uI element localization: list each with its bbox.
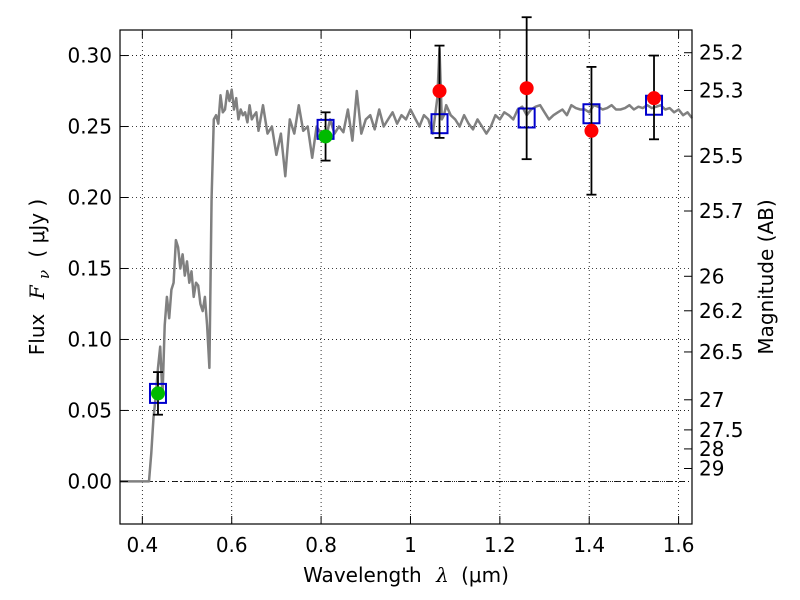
plot-background <box>120 30 692 524</box>
y2-tick-label: 28 <box>699 437 724 461</box>
plot-frame <box>119 29 693 525</box>
photometry-point <box>647 91 662 106</box>
data-layer <box>120 16 693 483</box>
ticks: 0.4 0.6 0.8 1 1.2 1.4 1.6 0.00 0.05 0.10 0.15 0.20 0… <box>67 30 744 557</box>
photometry-point <box>519 81 534 96</box>
y-axis-label-unit: ( μJy ) <box>25 199 49 258</box>
x-tick-label: 1.6 <box>663 533 695 557</box>
x-tick-label: 0.8 <box>305 533 337 557</box>
y2-tick-label: 25.2 <box>699 41 744 65</box>
x-tick-label: 1 <box>404 533 417 557</box>
x-axis-label-unit: (μm) <box>461 563 509 587</box>
y2-tick-label: 26.2 <box>699 299 744 323</box>
model-spectrum-line <box>120 47 693 483</box>
y-tick-label: 0.25 <box>67 115 112 139</box>
y-axis-label-text: Flux <box>25 313 49 355</box>
y2-tick-label: 25.3 <box>699 78 744 102</box>
y-tick-label: 0.20 <box>67 186 112 210</box>
x-axis-label-symbol: λ <box>435 563 449 587</box>
y-tick-label: 0.10 <box>67 327 112 351</box>
y-axis-label-symbol: F <box>25 284 49 300</box>
y2-tick-label: 25.7 <box>699 199 744 223</box>
y-tick-label: 0.15 <box>67 256 112 280</box>
x-tick-label: 1.4 <box>573 533 605 557</box>
y2-tick-label: 27 <box>699 388 724 412</box>
photometry-point <box>318 129 333 144</box>
y-tick-label: 0.00 <box>67 469 112 493</box>
photometry-point <box>150 386 165 401</box>
y2-tick-label: 25.5 <box>699 144 744 168</box>
x-axis-label: Wavelength λ (μm) <box>303 563 509 587</box>
x-tick-label: 1.2 <box>484 533 516 557</box>
photometry-point <box>432 84 447 99</box>
y2-tick-label: 26 <box>699 264 724 288</box>
y2-tick-label: 29 <box>699 456 724 480</box>
y-axis-label: Flux F ν ( μJy ) <box>25 199 54 355</box>
y-tick-label: 0.05 <box>67 398 112 422</box>
y2-tick-label: 26.5 <box>699 340 744 364</box>
x-tick-label: 0.6 <box>216 533 248 557</box>
y2-tick-label: 27.5 <box>699 418 744 442</box>
photometry-point <box>584 123 599 138</box>
y-axis-label-subscript: ν <box>35 270 53 279</box>
x-axis-label-text: Wavelength <box>303 563 422 587</box>
secondary-y-axis-label: Magnitude (AB) <box>754 199 778 354</box>
x-tick-label: 0.4 <box>126 533 158 557</box>
y-tick-label: 0.30 <box>67 44 112 68</box>
